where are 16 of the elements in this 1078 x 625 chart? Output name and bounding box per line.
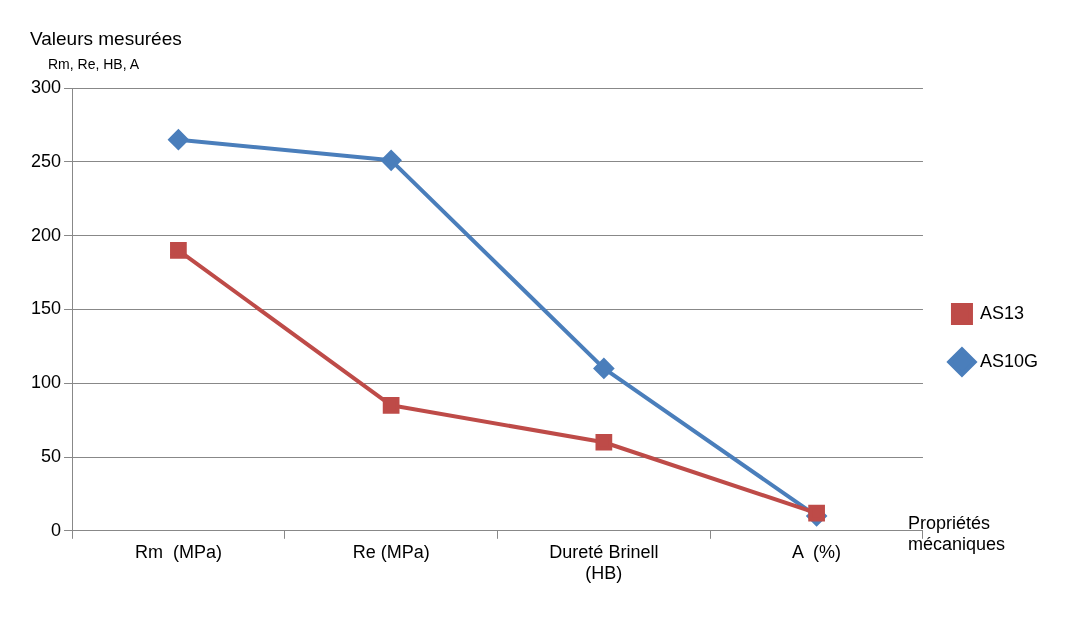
x-axis-title: Propriétés mécaniques <box>908 513 1007 555</box>
x-tick-label: A (%) <box>792 541 842 562</box>
x-tick-label: Dureté Brinell (HB) <box>549 541 659 584</box>
x-tick-label: Rm (MPa) <box>134 541 222 562</box>
chart-title: Valeurs mesurées <box>30 28 182 50</box>
y-tick-label: 150 <box>30 298 62 319</box>
y-tick-label: 100 <box>30 372 62 393</box>
x-tick-label: Re (MPa) <box>352 541 430 562</box>
y-tick-label: 300 <box>30 76 62 97</box>
chart-subtitle: Rm, Re, HB, A <box>48 56 140 72</box>
y-tick-label: 250 <box>30 150 62 171</box>
y-tick-label: 200 <box>30 224 62 245</box>
legend-label: AS10G <box>979 350 1039 371</box>
y-tick-label: 50 <box>41 445 62 466</box>
legend-label: AS13 <box>979 302 1025 323</box>
y-tick-label: 0 <box>51 519 62 540</box>
